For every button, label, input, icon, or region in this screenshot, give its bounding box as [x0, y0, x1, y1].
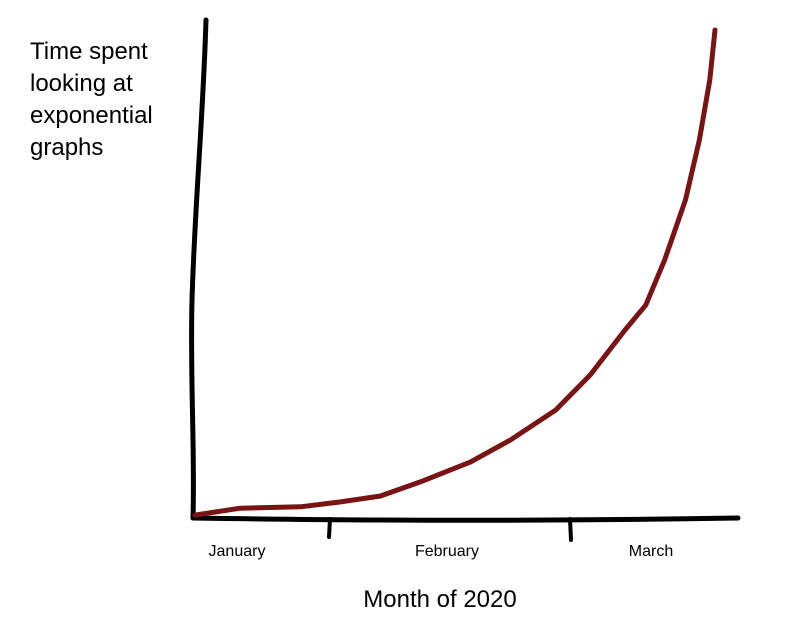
x-tick-label: January: [209, 543, 266, 560]
x-tick: [568, 517, 573, 542]
x-axis-label: Month of 2020: [363, 586, 516, 613]
y-axis-label: Time spent looking at exponential graphs: [30, 38, 153, 161]
y-axis: [189, 17, 209, 521]
line: [192, 27, 718, 518]
x-tick-label: March: [629, 543, 673, 560]
x-tick-label: February: [415, 543, 479, 560]
x-axis: [190, 515, 741, 523]
x-tick: [327, 517, 332, 539]
